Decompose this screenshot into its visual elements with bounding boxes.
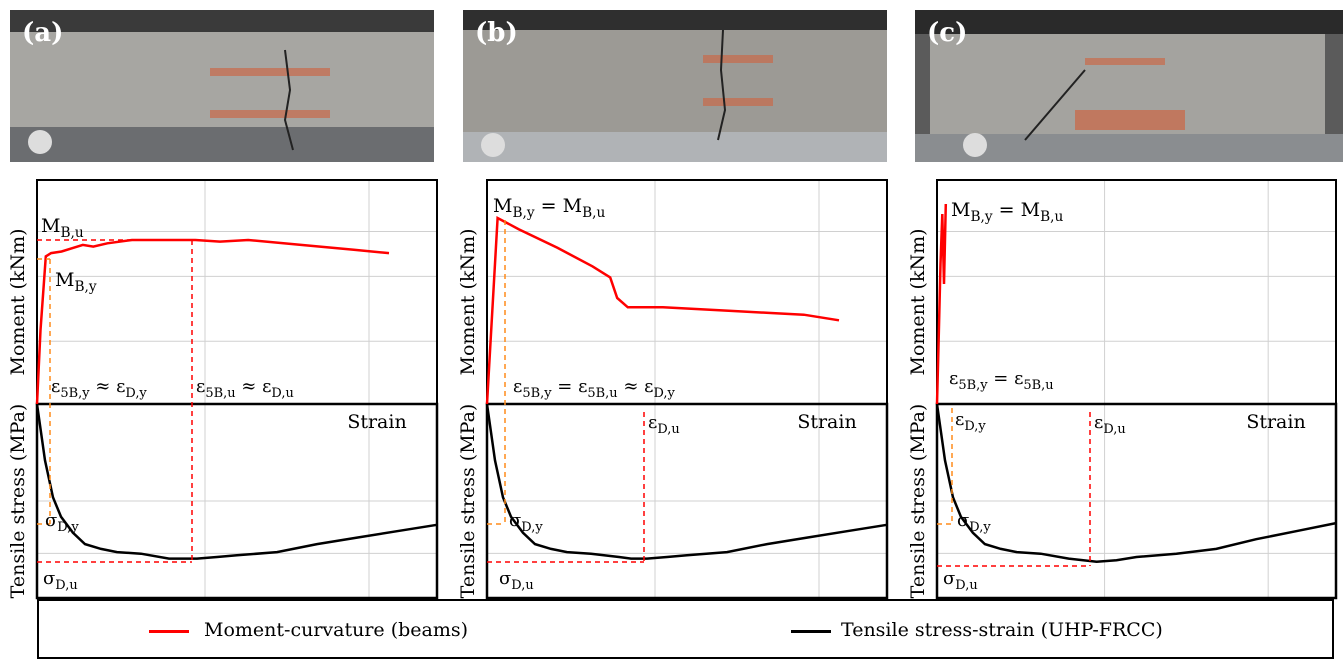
moment-curve-c bbox=[935, 203, 948, 405]
label-mbu-a: MB,u​ bbox=[41, 215, 84, 241]
label-mby-a: MB,y​ bbox=[55, 269, 97, 295]
label-sigu-c: σD,u​ bbox=[943, 568, 978, 593]
photo-b-image bbox=[463, 10, 887, 162]
label-eps-y-a: ε5B,y​ ≈ εD,y​ bbox=[51, 376, 147, 401]
tensile-frame-a bbox=[35, 402, 439, 600]
label-sigy-c: σD,y​ bbox=[957, 510, 991, 535]
xlabel-strain-a: Strain bbox=[347, 411, 406, 433]
tensile-frame-b bbox=[485, 402, 889, 600]
legend-black-swatch bbox=[791, 630, 831, 633]
ylabel-moment-c: Moment (kNm) bbox=[907, 228, 929, 375]
label-eps-y-b: ε5B,y​ = ε5B,u​ ≈ εD,y​ bbox=[513, 376, 676, 401]
photo-b: (b) bbox=[463, 10, 887, 162]
ylabel-tensile-c: Tensile stress (MPa) bbox=[907, 404, 929, 599]
photo-c-image bbox=[915, 10, 1343, 162]
panel-label-c: (c) bbox=[927, 18, 968, 48]
panel-label-b: (b) bbox=[475, 18, 518, 48]
label-eps-du-b: εD,u​ bbox=[648, 412, 680, 437]
ylabel-moment-b: Moment (kNm) bbox=[457, 228, 479, 375]
label-sigy-a: σD,y​ bbox=[45, 510, 79, 535]
moment-curve-a bbox=[35, 238, 390, 405]
label-sigy-b: σD,y​ bbox=[509, 510, 543, 535]
ylabel-moment-a: Moment (kNm) bbox=[7, 228, 29, 375]
photo-a-image bbox=[10, 10, 434, 162]
moment-frame-a bbox=[36, 179, 438, 405]
photo-c: (c) bbox=[915, 10, 1343, 162]
legend-black-label: Tensile stress-strain (UHP-FRCC) bbox=[841, 619, 1163, 641]
label-eps-y-c: ε5B,y​ = ε5B,u​ bbox=[949, 368, 1054, 393]
panel-label-a: (a) bbox=[22, 18, 64, 48]
photo-a: (a) bbox=[10, 10, 434, 162]
label-mbu-b: MB,y​ = MB,u​ bbox=[493, 195, 605, 221]
ylabel-tensile-b: Tensile stress (MPa) bbox=[457, 404, 479, 599]
label-eps-dy-c: εD,y​ bbox=[955, 409, 986, 434]
xlabel-strain-b: Strain bbox=[797, 411, 856, 433]
tensile-frame-c bbox=[935, 402, 1338, 600]
legend-red-label: Moment-curvature (beams) bbox=[204, 619, 469, 641]
label-sigu-b: σD,u​ bbox=[499, 568, 534, 593]
tensile-curve-b bbox=[485, 403, 888, 560]
xlabel-strain-c: Strain bbox=[1246, 411, 1305, 433]
legend-red-swatch bbox=[149, 630, 189, 633]
label-sigu-a: σD,u​ bbox=[43, 568, 78, 593]
moment-curve-b bbox=[485, 215, 840, 405]
label-eps-u-a: ε5B,u​ ≈ εD,u​ bbox=[196, 376, 294, 401]
label-eps-du-c: εD,u​ bbox=[1094, 412, 1126, 437]
tensile-curve-c bbox=[935, 403, 1337, 564]
tensile-curve-a bbox=[35, 403, 438, 560]
ylabel-tensile-a: Tensile stress (MPa) bbox=[7, 404, 29, 599]
legend: Moment-curvature (beams) Tensile stress-… bbox=[37, 599, 1334, 659]
label-mbu-c: MB,y​ = MB,u​ bbox=[951, 199, 1063, 225]
